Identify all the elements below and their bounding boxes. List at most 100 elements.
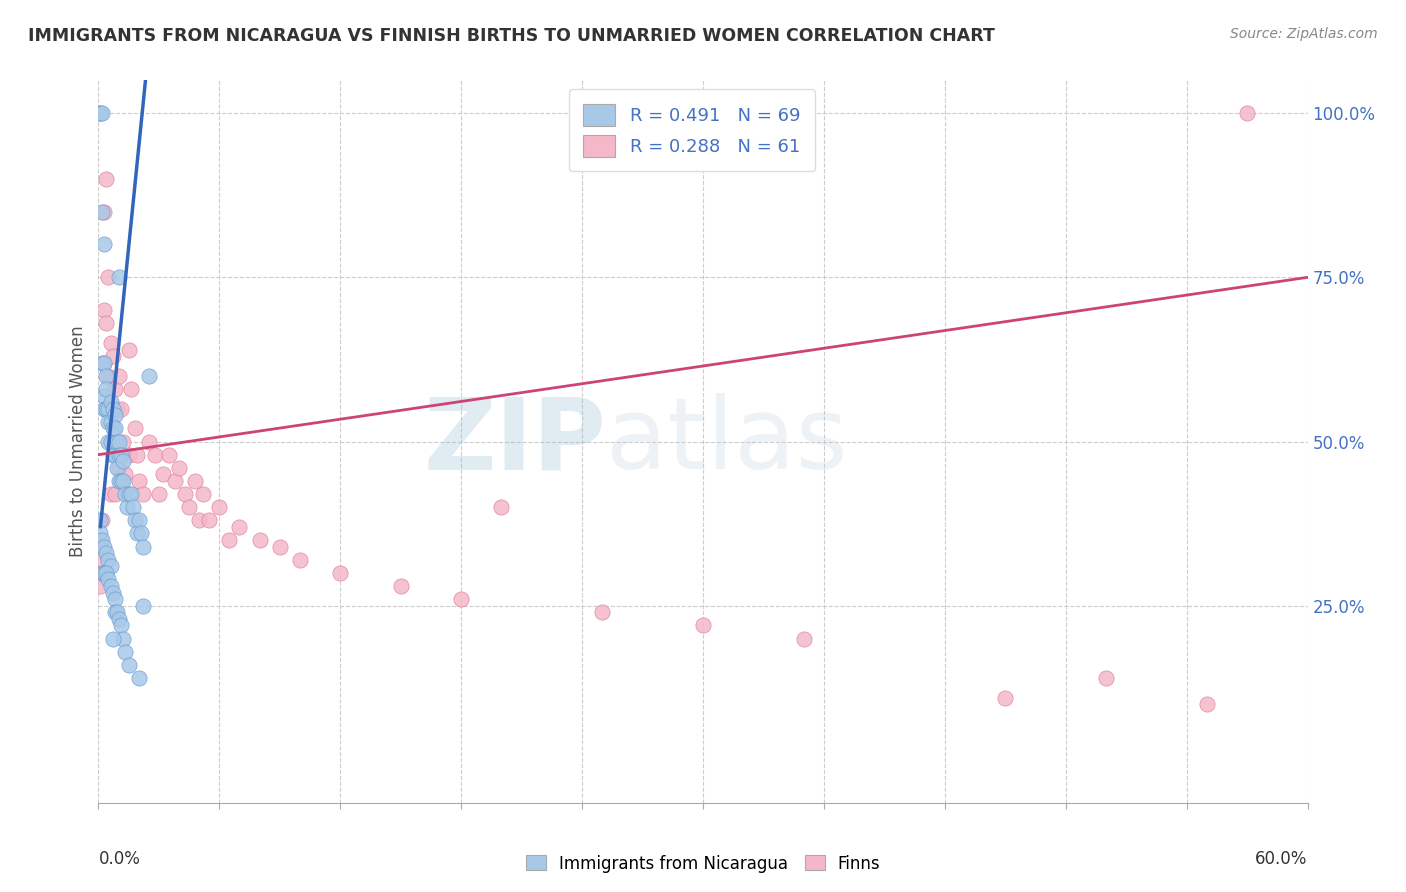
Point: [91, 513, 114, 527]
Point: [184, 474, 207, 488]
Point: [994, 690, 1017, 705]
Point: [692, 618, 714, 632]
Point: [793, 632, 815, 646]
Point: [128, 474, 150, 488]
Point: [97, 415, 120, 429]
Point: [450, 592, 472, 607]
Point: [91, 566, 114, 580]
Point: [132, 487, 155, 501]
Point: [389, 579, 412, 593]
Point: [93, 303, 115, 318]
Point: [118, 448, 141, 462]
Point: [91, 356, 114, 370]
Point: [105, 460, 128, 475]
Point: [118, 343, 141, 357]
Point: [111, 434, 134, 449]
Point: [269, 540, 291, 554]
Point: [107, 460, 129, 475]
Point: [101, 448, 124, 462]
Y-axis label: Births to Unmarried Women: Births to Unmarried Women: [69, 326, 87, 558]
Point: [96, 546, 118, 560]
Point: [101, 632, 124, 646]
Point: [96, 368, 118, 383]
Text: ZIP: ZIP: [423, 393, 606, 490]
Point: [103, 382, 125, 396]
Point: [249, 533, 271, 547]
Point: [114, 487, 136, 501]
Point: [120, 487, 142, 501]
Point: [179, 500, 201, 515]
Point: [1195, 698, 1218, 712]
Point: [100, 434, 122, 449]
Point: [96, 171, 118, 186]
Point: [107, 368, 129, 383]
Point: [89, 106, 111, 120]
Text: atlas: atlas: [606, 393, 848, 490]
Point: [138, 434, 160, 449]
Point: [107, 474, 129, 488]
Point: [93, 356, 115, 370]
Point: [89, 526, 111, 541]
Point: [101, 585, 124, 599]
Point: [228, 520, 250, 534]
Point: [107, 448, 129, 462]
Point: [100, 336, 122, 351]
Point: [118, 487, 141, 501]
Point: [208, 500, 231, 515]
Point: [111, 474, 134, 488]
Point: [97, 553, 120, 567]
Point: [91, 106, 114, 120]
Point: [96, 316, 118, 330]
Point: [157, 448, 180, 462]
Point: [93, 356, 115, 370]
Point: [1236, 106, 1258, 120]
Point: [89, 566, 111, 580]
Point: [218, 533, 240, 547]
Point: [174, 487, 197, 501]
Point: [89, 533, 111, 547]
Point: [110, 401, 132, 416]
Point: [198, 513, 221, 527]
Point: [105, 434, 128, 449]
Point: [167, 460, 190, 475]
Text: 60.0%: 60.0%: [1256, 850, 1308, 868]
Point: [89, 106, 111, 120]
Point: [118, 657, 141, 672]
Point: [103, 409, 125, 423]
Point: [97, 368, 120, 383]
Text: 0.0%: 0.0%: [98, 850, 141, 868]
Point: [101, 434, 124, 449]
Point: [100, 559, 122, 574]
Point: [124, 513, 146, 527]
Point: [100, 395, 122, 409]
Point: [103, 487, 125, 501]
Point: [193, 487, 215, 501]
Point: [103, 605, 125, 619]
Point: [1095, 671, 1118, 685]
Point: [97, 573, 120, 587]
Point: [329, 566, 352, 580]
Point: [125, 526, 148, 541]
Point: [111, 632, 134, 646]
Point: [89, 513, 111, 527]
Point: [93, 566, 115, 580]
Point: [93, 401, 115, 416]
Point: [138, 368, 160, 383]
Point: [93, 237, 115, 252]
Point: [96, 566, 118, 580]
Point: [91, 204, 114, 219]
Point: [97, 270, 120, 285]
Point: [110, 474, 132, 488]
Point: [120, 382, 142, 396]
Point: [105, 401, 128, 416]
Point: [103, 421, 125, 435]
Point: [100, 579, 122, 593]
Point: [491, 500, 513, 515]
Point: [91, 533, 114, 547]
Point: [125, 448, 148, 462]
Text: Source: ZipAtlas.com: Source: ZipAtlas.com: [1230, 27, 1378, 41]
Point: [121, 500, 143, 515]
Point: [103, 448, 125, 462]
Point: [91, 553, 114, 567]
Point: [114, 645, 136, 659]
